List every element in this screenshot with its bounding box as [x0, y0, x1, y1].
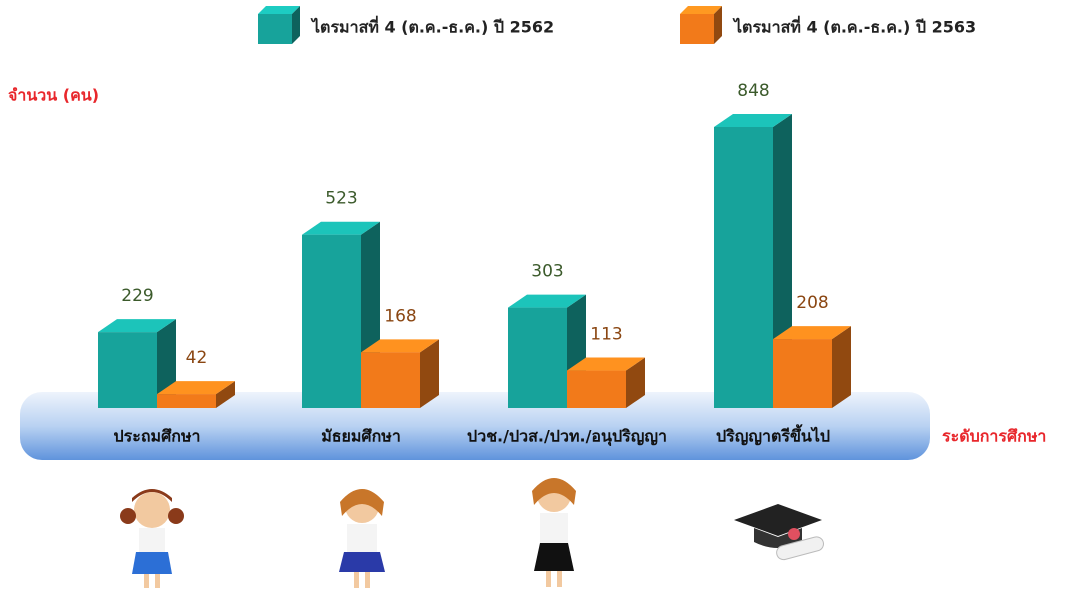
- bar-top: [567, 357, 645, 371]
- value-label: 168: [384, 306, 416, 326]
- legend-label: ไตรมาสที่ 4 (ต.ค.-ธ.ค.) ปี 2563: [732, 16, 976, 37]
- bar-top: [302, 221, 380, 235]
- bar-top: [714, 114, 792, 127]
- bar: [714, 127, 773, 408]
- legend-swatch-top: [680, 6, 722, 14]
- x-tick-label: ปริญญาตรีขึ้นไป: [716, 424, 830, 447]
- legend-label: ไตรมาสที่ 4 (ต.ค.-ธ.ค.) ปี 2562: [310, 16, 554, 37]
- value-label: 208: [796, 293, 828, 313]
- bar-side: [216, 381, 235, 408]
- x-tick-label: ประถมศึกษา: [114, 427, 201, 446]
- legend-item: ไตรมาสที่ 4 (ต.ค.-ธ.ค.) ปี 2562: [258, 6, 554, 44]
- value-label: 523: [325, 189, 357, 209]
- legend-swatch-side: [292, 6, 300, 44]
- legend-item: ไตรมาสที่ 4 (ต.ค.-ธ.ค.) ปี 2563: [680, 6, 976, 44]
- bar: [567, 370, 626, 408]
- legend-swatch-top: [258, 6, 300, 14]
- y-axis-label: จำนวน (คน): [8, 86, 99, 105]
- bar: [98, 332, 157, 408]
- bar-top: [508, 294, 586, 308]
- illustrations: [120, 478, 824, 588]
- value-label: 303: [531, 262, 563, 282]
- bar: [361, 352, 420, 408]
- bar: [773, 339, 832, 408]
- bar-top: [361, 339, 439, 353]
- x-tick-label: มัธยมศึกษา: [321, 427, 401, 446]
- bar-top: [98, 319, 176, 333]
- bar-side: [832, 326, 851, 408]
- bar: [302, 234, 361, 408]
- bar-top: [773, 326, 851, 340]
- value-label: 113: [590, 325, 622, 345]
- legend-swatch: [680, 14, 714, 44]
- legend-swatch-side: [714, 6, 722, 44]
- value-label: 848: [737, 81, 769, 101]
- value-label: 229: [121, 286, 153, 306]
- legend-swatch: [258, 14, 292, 44]
- bar-top: [157, 381, 235, 395]
- bar-side: [626, 357, 645, 408]
- platform: [20, 392, 930, 460]
- bar: [157, 394, 216, 408]
- value-label: 42: [186, 348, 208, 368]
- bar: [508, 307, 567, 408]
- x-axis-label: ระดับการศึกษา: [942, 427, 1046, 446]
- x-tick-label: ปวช./ปวส./ปวท./อนุปริญญา: [467, 427, 667, 447]
- bar-side: [420, 339, 439, 408]
